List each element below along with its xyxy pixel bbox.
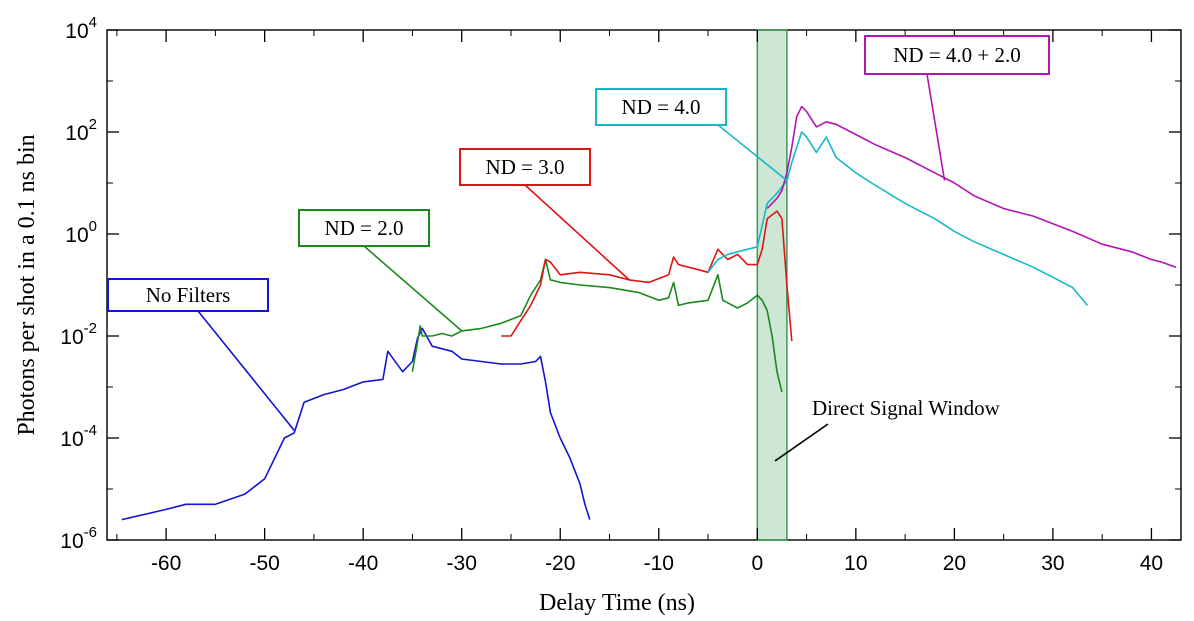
x-tick-label: -50 [249,552,279,575]
direct-signal-window-region [756,29,788,541]
series-line-nd-4-0 [707,131,1089,306]
annotation-leader-nd-4-0 [717,124,788,182]
annotation-leader-nd-2-0 [363,245,463,332]
y-tick-label: 10-6 [60,524,97,553]
x-tick-label: -10 [644,552,674,575]
x-tick-label: 0 [751,552,763,575]
annotation-box-nd-4-0 [595,88,727,126]
annotation-label-nd-4-0: ND = 4.0 [622,95,701,119]
x-tick-label: -40 [348,552,378,575]
x-tick-label: -30 [447,552,477,575]
x-tick-label: -60 [151,552,181,575]
series-layer [121,105,1177,521]
y-tick-label: 102 [65,116,97,145]
y-tick-label: 104 [65,14,97,43]
x-axis-ticks: -60 -50 -40 -30 -20 -10 0 10 20 30 40 [116,30,1163,575]
series-line-nd-2-0 [411,258,783,393]
x-tick-label: 30 [1041,552,1064,575]
x-tick-label: 40 [1140,552,1163,575]
annotation-leader-direct-signal-window [774,423,829,462]
annotation-box-nd-4-0-2-0 [864,35,1050,75]
x-tick-label: 10 [844,552,867,575]
series-line-nd-3-0 [501,210,793,342]
y-tick-label: 10-2 [60,320,97,349]
x-axis-label: Delay Time (ns) [539,590,695,616]
series-line-no-filters [121,327,591,521]
x-tick-label: 20 [943,552,966,575]
series-line-nd-4-0-2-0 [766,105,1177,268]
y-axis-label: Photons per shot in a 0.1 ns bin [14,134,40,435]
annotation-box-nd-2-0 [298,209,430,247]
annotation-label-direct-signal-window: Direct Signal Window [812,396,1001,420]
annotation-layer: No Filters ND = 2.0 ND = 3.0 ND = 4.0 ND = 4… [107,35,1050,462]
x-tick-label: -20 [545,552,575,575]
annotation-box-nd-3-0 [459,148,591,186]
annotation-leader-nd-4-0-2-0 [926,73,946,181]
y-axis-ticks: 10-6 10-4 10-2 100 102 104 [60,14,1181,553]
annotation-label-nd-3-0: ND = 3.0 [486,155,565,179]
annotation-leader-no-filters [197,310,295,431]
annotation-label-no-filters: No Filters [146,283,231,307]
annotation-leader-nd-3-0 [524,184,630,281]
y-tick-label: 100 [65,218,97,247]
y-tick-label: 10-4 [60,422,97,451]
annotation-box-no-filters [107,278,269,312]
annotation-label-nd-4-0-2-0: ND = 4.0 + 2.0 [893,43,1021,67]
annotation-label-nd-2-0: ND = 2.0 [325,216,404,240]
